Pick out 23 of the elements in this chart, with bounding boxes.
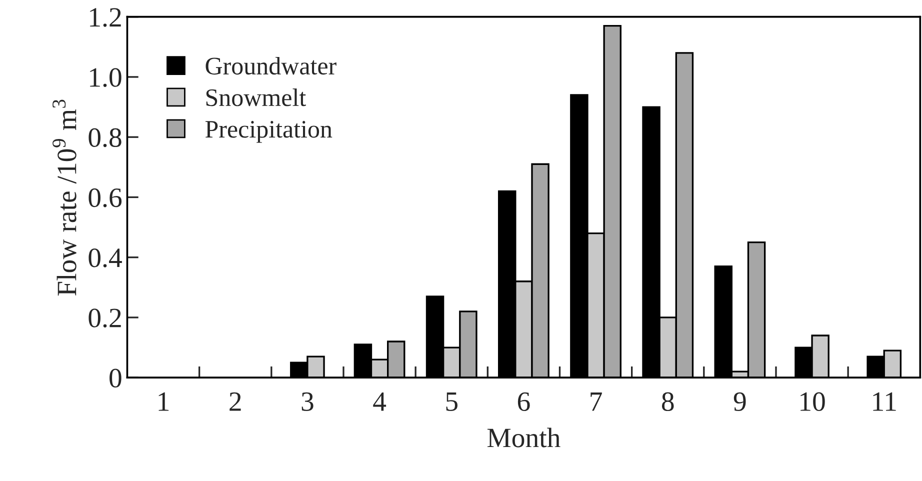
- x-tick-label: 10: [800, 392, 825, 412]
- legend-label: Precipitation: [205, 120, 332, 143]
- y-tick-label: 1.2: [90, 8, 121, 27]
- y-axis-title: Flow rate /10$^{9}$ m$^{3}$: [52, 100, 76, 296]
- x-tick-label: 7: [590, 392, 602, 411]
- legend-label: Groundwater: [206, 56, 336, 75]
- x-tick-label: 3: [302, 392, 314, 412]
- x-axis-title: Month: [487, 428, 560, 448]
- x-tick-label: 11: [873, 392, 896, 411]
- y-tick-label: 0.4: [88, 248, 122, 268]
- y-tick-label: 0.2: [88, 308, 121, 328]
- y-tick-label: 0: [110, 368, 122, 388]
- legend-label: Snowmelt: [206, 88, 306, 106]
- y-tick-label: 0.6: [88, 188, 122, 208]
- y-tick-label: 1.0: [90, 68, 122, 87]
- x-tick-label: 4: [373, 392, 386, 411]
- x-tick-label: 5: [446, 392, 458, 412]
- y-tick-label: 0.8: [88, 128, 122, 148]
- x-tick-label: 1: [158, 392, 169, 411]
- x-tick-label: 8: [662, 392, 674, 412]
- x-tick-label: 9: [734, 392, 746, 412]
- x-tick-label: 2: [230, 392, 241, 411]
- x-tick-label: 6: [518, 392, 530, 412]
